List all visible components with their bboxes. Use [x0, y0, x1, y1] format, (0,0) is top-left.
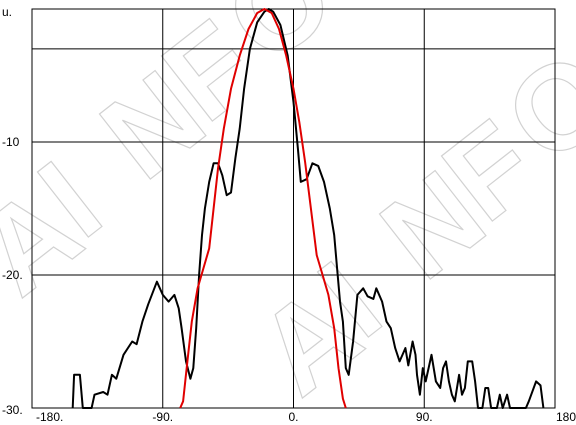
x-tick-label: -180.	[36, 410, 63, 424]
tick-labels: -180. -90. 0. 90. 180 -10 -20. -30.	[2, 135, 576, 424]
y-tick-label: -30.	[2, 403, 23, 417]
series-line-2	[179, 8, 347, 409]
x-tick-label: 180	[556, 410, 576, 424]
x-tick-label: -90.	[152, 410, 173, 424]
y-tick-label: -10	[2, 135, 20, 149]
y-tick-label: -20.	[2, 268, 23, 282]
series-layer	[71, 8, 545, 409]
grid	[32, 9, 555, 408]
plot-frame	[31, 8, 556, 409]
x-tick-label: 0.	[288, 410, 298, 424]
series-line-1	[71, 8, 545, 409]
y-axis-label: u.	[2, 5, 12, 19]
x-tick-label: 90.	[416, 410, 433, 424]
